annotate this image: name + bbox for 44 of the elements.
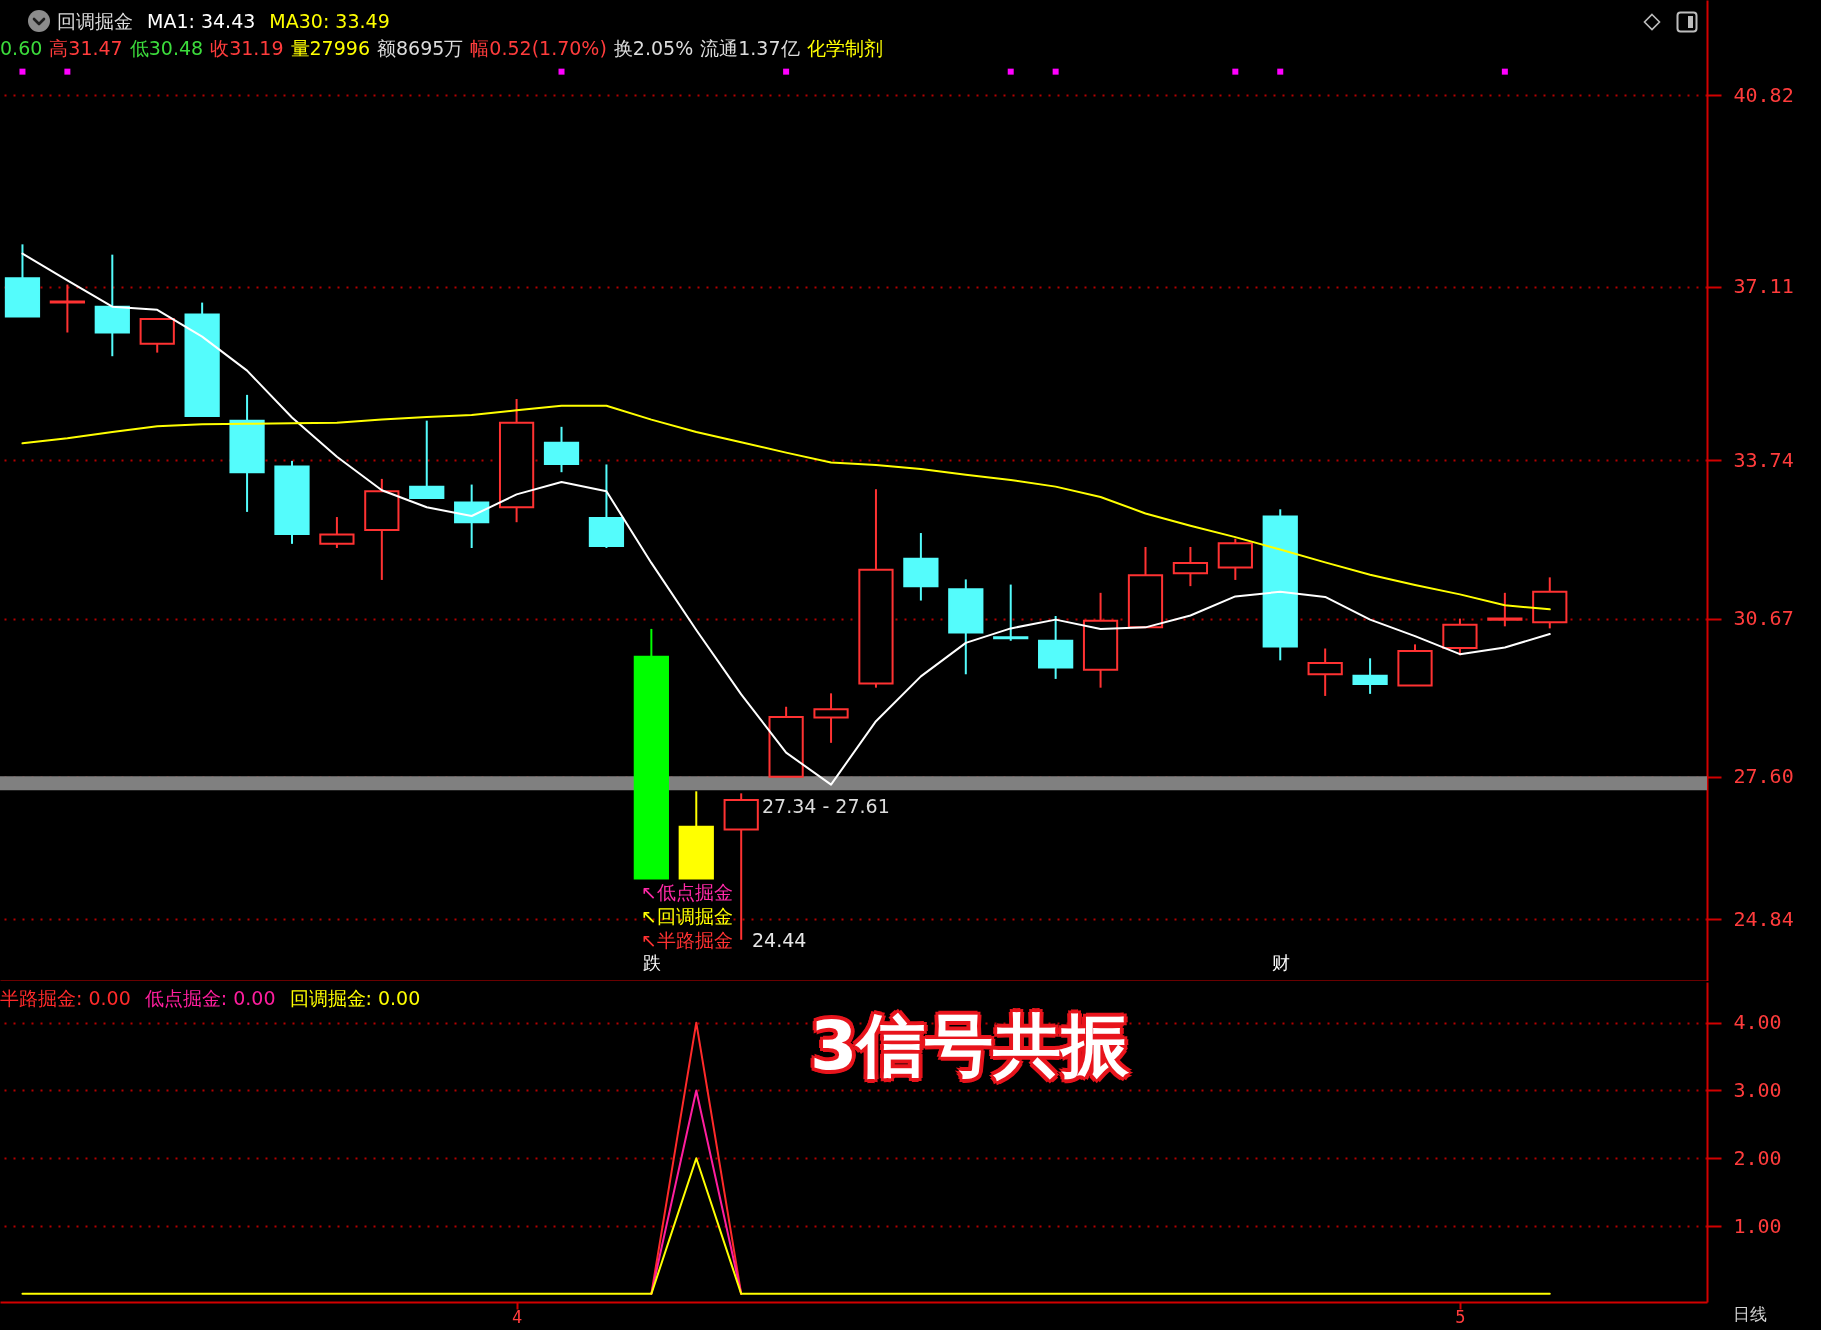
- line-series: [21, 252, 1551, 786]
- annotation: 流通1.37亿: [700, 36, 800, 60]
- x-tick-label: 5: [1455, 1306, 1466, 1327]
- y-tick-label: 27.60: [1733, 764, 1794, 789]
- y-tick-label: 3.00: [1733, 1077, 1782, 1102]
- text: 低点掘金: 0.00: [144, 986, 276, 1010]
- y-tick-label: 4.00: [1733, 1010, 1782, 1035]
- y-tick-label: 30.67: [1733, 606, 1794, 631]
- annotation: 额8695万: [376, 36, 464, 60]
- x-tick-label: 跌: [642, 951, 661, 973]
- text: 回调掘金: 0.00: [289, 986, 421, 1010]
- y-tick-label: 2.00: [1733, 1145, 1782, 1170]
- y-tick-label: 37.11: [1733, 274, 1794, 299]
- candlestick: [1487, 591, 1523, 628]
- candlestick: [813, 692, 849, 744]
- text: MA1: 34.43: [147, 9, 256, 33]
- annotation: ↖回调掘金: [641, 905, 733, 927]
- text: 回调掘金: [57, 9, 133, 33]
- annotation: 化学制剂: [806, 36, 883, 60]
- candlestick: [1352, 657, 1388, 695]
- x-tick-label: 4: [511, 1306, 523, 1327]
- candlestick: [319, 516, 355, 549]
- annotation: 24.44: [752, 929, 807, 951]
- candlestick: [49, 283, 85, 334]
- annotation: ↖半路掘金: [641, 929, 733, 951]
- x-tick-label: 财: [1271, 951, 1290, 973]
- y-tick-label: 33.74: [1733, 447, 1794, 472]
- text: MA30: 33.49: [269, 9, 390, 33]
- candlestick: [993, 583, 1029, 642]
- y-tick-label: 40.82: [1733, 82, 1794, 107]
- annotation: 换2.05%: [613, 36, 694, 60]
- annotation: 幅0.52(1.70%): [470, 36, 607, 60]
- annotation: 量27996: [290, 36, 370, 60]
- text: 半路掘金: 0.00: [0, 986, 131, 1010]
- annotation: 高31.47: [49, 36, 123, 60]
- y-tick-label: 24.84: [1733, 906, 1794, 931]
- text: 日线: [1733, 1304, 1767, 1324]
- band-label: 27.34 - 27.61: [762, 795, 890, 818]
- annotation: 3信号共振: [810, 1006, 1130, 1086]
- annotation: ↖低点掘金: [641, 881, 733, 903]
- y-tick-label: 1.00: [1733, 1213, 1782, 1238]
- annotation: 低30.48: [129, 36, 204, 60]
- annotation: 0.60: [0, 36, 43, 60]
- annotation: 收31.19: [210, 36, 284, 60]
